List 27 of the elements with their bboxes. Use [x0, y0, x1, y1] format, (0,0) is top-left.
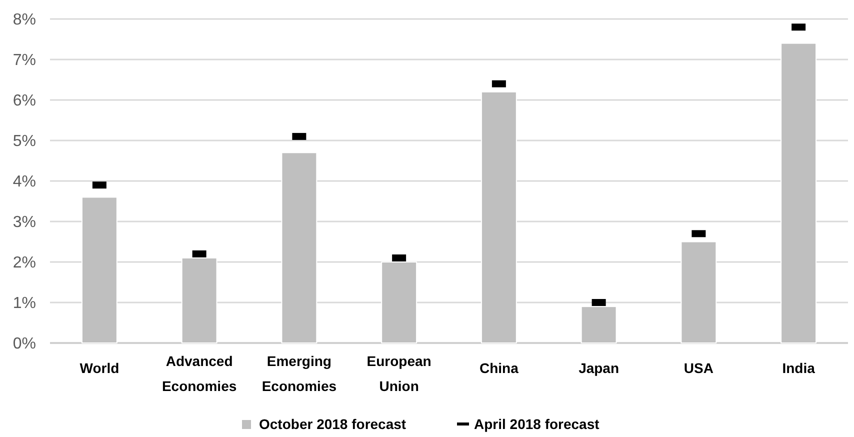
x-tick-label: USA: [684, 360, 714, 376]
x-tick-label: Advanced Economies: [162, 353, 237, 394]
x-tick-label: Emerging Economies: [262, 353, 337, 394]
x-tick-label: World: [80, 360, 120, 376]
x-tick-label: China: [479, 360, 519, 376]
y-tick-label: 1%: [12, 295, 36, 312]
bar: [780, 42, 817, 344]
y-tick-label: 4%: [12, 174, 36, 191]
bar: [580, 306, 617, 344]
x-tick-label: Japan: [578, 360, 620, 376]
y-tick-label: 5%: [12, 133, 36, 150]
y-tick-label: 0%: [12, 336, 36, 353]
x-tick-label: India: [782, 360, 816, 376]
y-tick-label: 6%: [12, 92, 36, 110]
bar: [81, 196, 118, 344]
y-tick-label: 8%: [12, 12, 36, 29]
bar: [181, 257, 218, 344]
legend-label: April 2018 forecast: [474, 416, 600, 432]
y-tick-label: 2%: [12, 254, 36, 272]
bar: [480, 91, 517, 344]
y-tick-label: 3%: [12, 214, 36, 232]
x-tick-label: European Union: [366, 353, 432, 394]
legend-label: October 2018 forecast: [259, 416, 406, 432]
y-tick-label: 7%: [12, 52, 36, 70]
bar: [381, 262, 418, 344]
bar: [281, 152, 318, 344]
bar: [680, 241, 717, 344]
